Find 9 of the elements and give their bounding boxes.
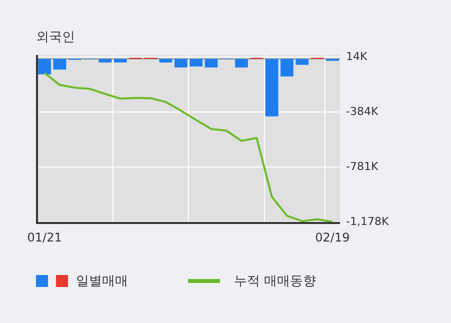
legend-label: 일별매매 [76,273,128,290]
chart-title: 외국인 [36,29,75,46]
legend-label: 누적 매매동향 [234,273,316,290]
y-tick-label: -384K [346,104,379,118]
y-tick-label: -1,178K [346,214,390,228]
x-tick-label: 02/19 [315,230,350,244]
x-tick-label: 01/21 [27,230,62,244]
y-tick-label: -781K [346,160,379,173]
y-tick-label: 14K [346,50,368,63]
